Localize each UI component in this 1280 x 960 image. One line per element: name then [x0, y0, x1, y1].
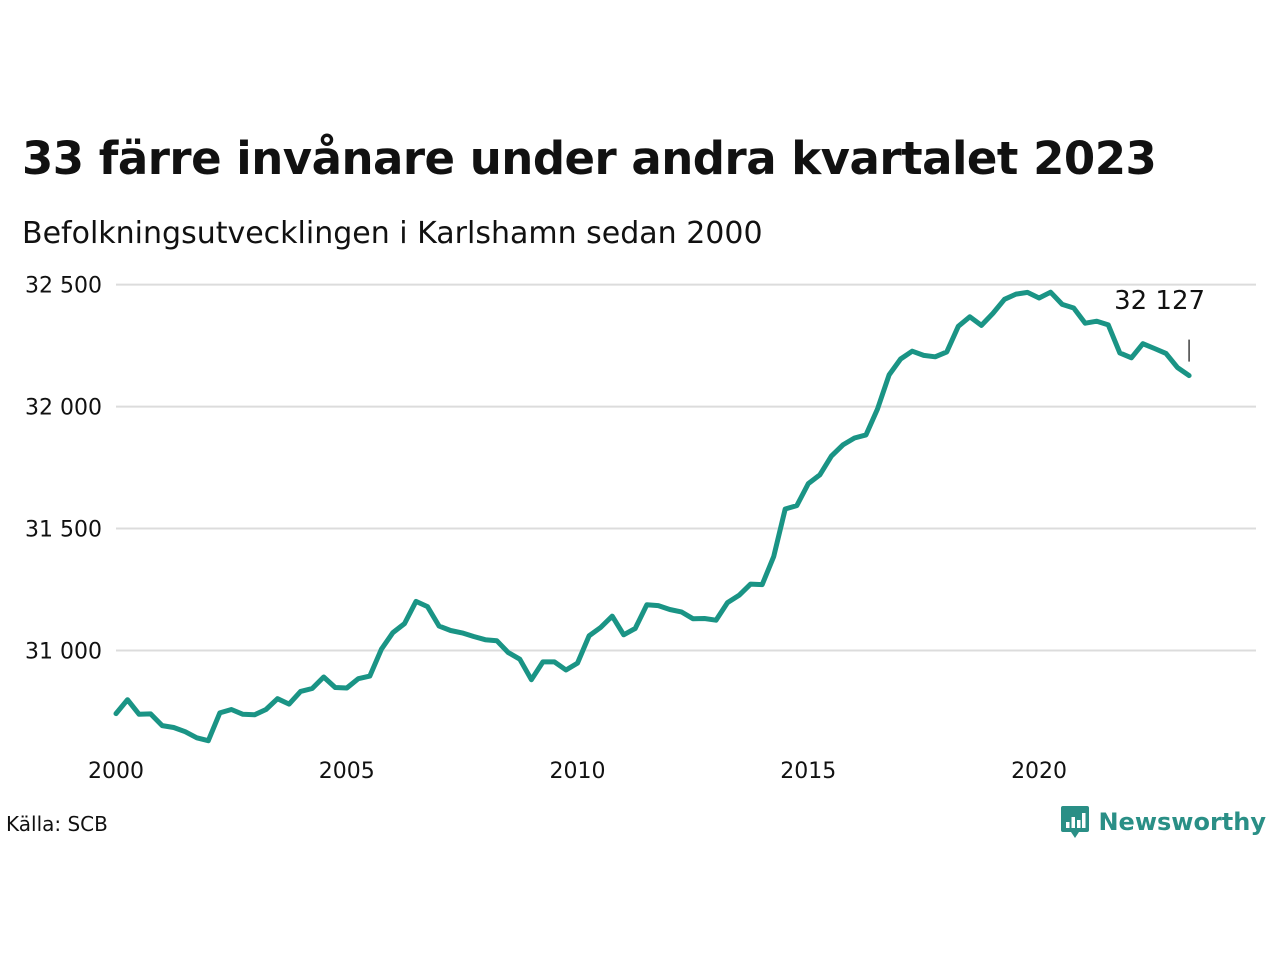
x-tick-label: 2000 — [88, 759, 144, 784]
y-axis-ticks: 31 000 31 500 32 000 32 500 — [25, 274, 102, 665]
newsworthy-logo[interactable]: Newsworthy — [1060, 804, 1266, 840]
x-tick-label: 2005 — [319, 759, 375, 784]
y-tick-label: 32 000 — [25, 396, 102, 421]
source-note: Källa: SCB — [6, 812, 108, 836]
chart-title: 33 färre invånare under andra kvartalet … — [22, 132, 1157, 185]
population-line — [113, 289, 1192, 744]
end-value-label: 32 127 — [1114, 286, 1205, 316]
newsworthy-logo-icon — [1061, 806, 1090, 838]
y-tick-label: 32 500 — [25, 274, 102, 299]
x-tick-label: 2010 — [550, 759, 606, 784]
brand-name: Newsworthy — [1098, 808, 1266, 836]
x-tick-label: 2020 — [1011, 759, 1067, 784]
x-tick-label: 2015 — [780, 759, 836, 784]
chart-subtitle: Befolkningsutvecklingen i Karlshamn seda… — [22, 216, 763, 251]
y-tick-label: 31 500 — [25, 518, 102, 543]
grid-lines — [116, 283, 1256, 652]
y-tick-label: 31 000 — [25, 639, 102, 664]
x-axis-ticks: 2000 2005 2010 2015 2020 — [88, 759, 1067, 784]
